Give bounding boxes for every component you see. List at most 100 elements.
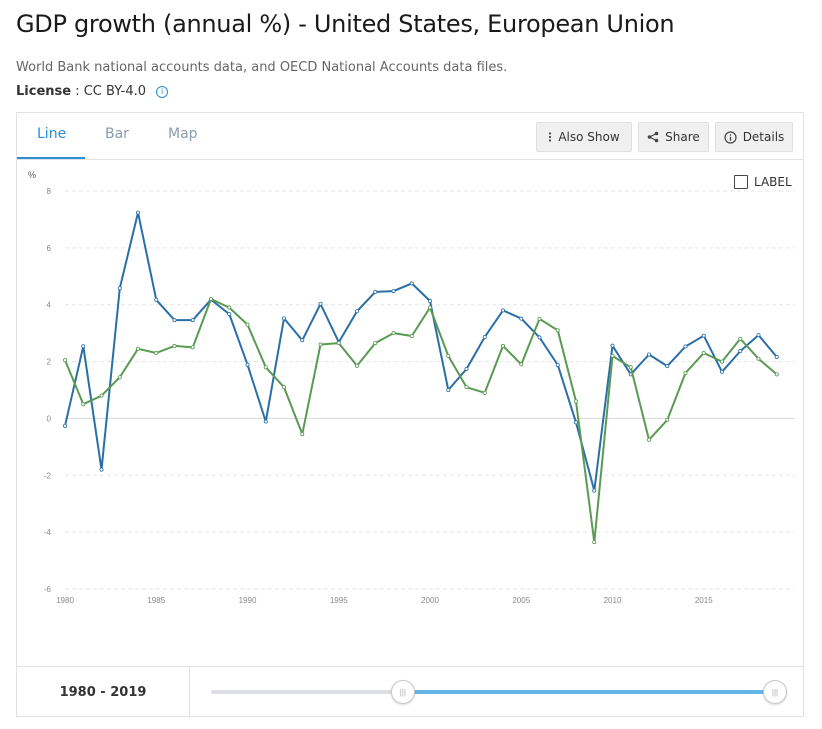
data-point-us xyxy=(665,364,670,369)
year-range-label: 1980 - 2019 xyxy=(17,667,190,717)
data-point-eu xyxy=(391,331,396,336)
data-point-us xyxy=(154,297,159,302)
share-button[interactable]: Share xyxy=(638,122,709,152)
x-tick-label: 1995 xyxy=(330,596,348,605)
slider-end-handle[interactable]: ||| xyxy=(763,680,787,704)
y-axis-unit: % xyxy=(28,170,36,180)
data-point-us xyxy=(63,423,68,428)
data-point-us xyxy=(409,281,414,286)
data-point-us xyxy=(117,286,122,291)
share-icon xyxy=(647,131,659,143)
data-point-eu xyxy=(701,351,706,356)
license-line: License : CC BY-4.0 i xyxy=(16,84,169,99)
data-point-eu xyxy=(336,341,341,346)
data-point-eu xyxy=(263,365,268,370)
data-point-eu xyxy=(720,359,725,364)
data-point-eu xyxy=(190,345,195,350)
y-tick-label: 4 xyxy=(47,301,52,310)
label-checkbox[interactable] xyxy=(734,175,748,189)
data-point-eu xyxy=(227,305,232,310)
page-title: GDP growth (annual %) - United States, E… xyxy=(16,10,675,38)
data-point-eu xyxy=(373,341,378,346)
also-show-label: Also Show xyxy=(558,130,620,144)
data-point-eu xyxy=(647,437,652,442)
data-point-us xyxy=(190,318,195,323)
data-point-us xyxy=(701,333,706,338)
info-icon[interactable]: i xyxy=(156,86,169,98)
also-show-button[interactable]: Also Show xyxy=(536,122,632,152)
y-tick-label: -2 xyxy=(44,471,52,480)
data-point-eu xyxy=(610,353,615,358)
label-toggle[interactable]: LABEL xyxy=(734,175,792,189)
y-tick-label: 6 xyxy=(47,244,52,253)
data-point-us xyxy=(427,299,432,304)
details-label: Details xyxy=(742,130,785,144)
data-point-us xyxy=(245,362,250,367)
x-tick-label: 1990 xyxy=(239,596,257,605)
active-tab-indicator xyxy=(17,157,85,159)
data-point-eu xyxy=(208,297,213,302)
tab-bar: Line Bar Map Also Show Share Details xyxy=(17,113,803,160)
slider-start-handle[interactable]: ||| xyxy=(390,680,415,704)
data-point-us xyxy=(446,387,451,392)
data-point-us xyxy=(373,289,378,294)
data-point-us xyxy=(537,335,542,340)
data-point-us xyxy=(738,349,743,354)
data-point-us xyxy=(263,419,268,424)
data-point-eu xyxy=(519,362,524,367)
data-point-eu xyxy=(537,316,542,321)
data-point-us xyxy=(647,352,652,357)
more-vertical-icon xyxy=(549,132,552,142)
share-label: Share xyxy=(665,130,700,144)
data-point-eu xyxy=(154,351,159,356)
data-point-eu xyxy=(500,343,505,348)
data-point-eu xyxy=(628,365,633,370)
data-point-us xyxy=(500,308,505,313)
details-button[interactable]: Details xyxy=(715,122,793,152)
data-point-eu xyxy=(665,417,670,422)
slider-selected-range xyxy=(401,690,774,694)
tab-map[interactable]: Map xyxy=(168,126,198,142)
data-point-eu xyxy=(683,370,688,375)
label-toggle-text: LABEL xyxy=(754,175,792,189)
x-tick-label: 2005 xyxy=(512,596,530,605)
data-point-eu xyxy=(482,390,487,395)
data-point-eu xyxy=(99,393,104,398)
x-tick-label: 1980 xyxy=(56,596,74,605)
data-point-eu xyxy=(464,385,469,390)
tab-line[interactable]: Line xyxy=(37,126,67,142)
data-point-us xyxy=(683,344,688,349)
y-tick-label: -4 xyxy=(44,528,52,537)
y-tick-label: -6 xyxy=(44,585,52,594)
series-line-us xyxy=(64,211,778,492)
data-point-us xyxy=(354,309,359,314)
data-point-us xyxy=(592,488,597,493)
info-circle-icon xyxy=(724,130,737,144)
range-footer: 1980 - 2019 ||| ||| xyxy=(17,666,803,717)
data-point-eu xyxy=(136,346,141,351)
data-point-us xyxy=(574,420,579,425)
data-point-us xyxy=(281,316,286,321)
line-chart: % 8 6 4 2 0 -2 -4 -6 1980 1985 1990 1995 2000 2005 2010… xyxy=(28,170,795,605)
data-point-us xyxy=(99,467,104,472)
data-point-us xyxy=(227,312,232,317)
data-point-us xyxy=(81,344,86,349)
data-point-eu xyxy=(300,432,305,437)
range-separator: - xyxy=(100,684,106,700)
data-point-us xyxy=(300,338,305,343)
year-range-slider[interactable]: ||| ||| xyxy=(211,680,787,704)
data-point-eu xyxy=(555,328,560,333)
y-tick-label: 2 xyxy=(47,358,52,367)
data-point-eu xyxy=(446,353,451,358)
x-tick-label: 2010 xyxy=(604,596,622,605)
tab-bar-chart[interactable]: Bar xyxy=(105,126,129,142)
data-point-us xyxy=(519,316,524,321)
data-point-eu xyxy=(409,333,414,338)
data-point-eu xyxy=(354,363,359,368)
series-line-eu xyxy=(64,298,778,544)
data-point-eu xyxy=(427,305,432,310)
data-point-eu xyxy=(117,375,122,380)
x-tick-label: 1985 xyxy=(147,596,165,605)
data-point-us xyxy=(318,301,323,306)
chart-panel: Line Bar Map Also Show Share Details % 8 6… xyxy=(16,112,804,717)
